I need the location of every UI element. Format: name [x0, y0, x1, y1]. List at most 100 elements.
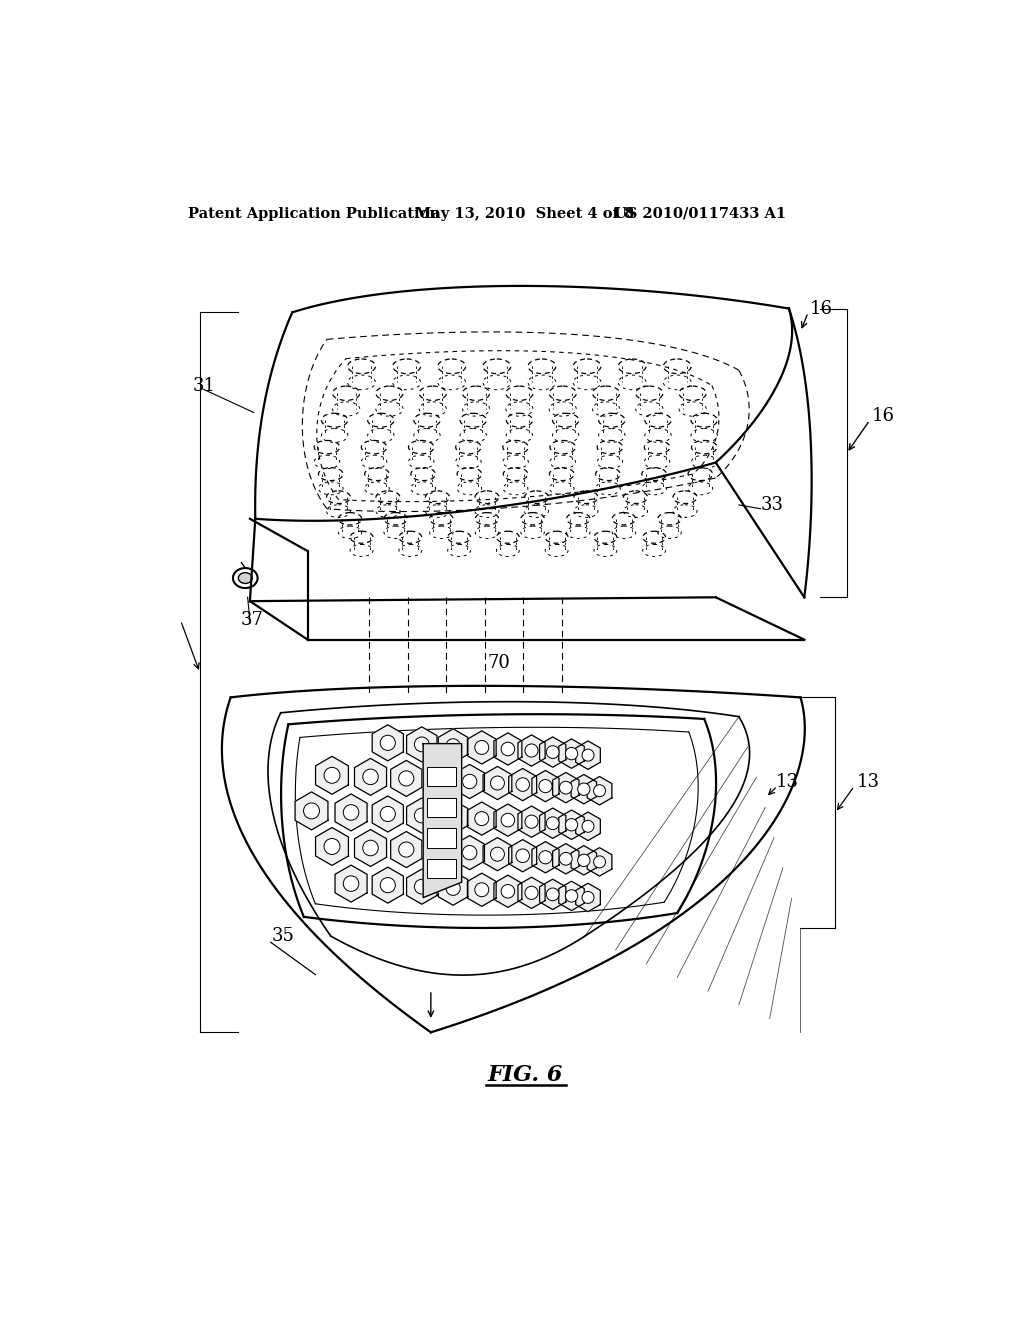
Polygon shape — [509, 840, 537, 871]
Circle shape — [324, 838, 340, 854]
Circle shape — [565, 747, 578, 760]
Text: 37: 37 — [241, 611, 263, 630]
Polygon shape — [467, 873, 497, 907]
Text: 13: 13 — [776, 774, 799, 791]
Circle shape — [578, 854, 590, 866]
Polygon shape — [531, 771, 559, 801]
Polygon shape — [483, 767, 512, 800]
Polygon shape — [531, 842, 559, 873]
Polygon shape — [335, 865, 367, 902]
Circle shape — [398, 842, 414, 857]
Polygon shape — [455, 764, 484, 799]
Circle shape — [362, 841, 378, 855]
Polygon shape — [424, 833, 455, 869]
Polygon shape — [483, 838, 512, 871]
Text: Patent Application Publication: Patent Application Publication — [188, 207, 440, 220]
Polygon shape — [571, 775, 597, 804]
Polygon shape — [372, 796, 403, 832]
Circle shape — [547, 746, 559, 759]
Polygon shape — [295, 792, 328, 830]
Circle shape — [559, 853, 572, 865]
Text: 33: 33 — [761, 496, 783, 513]
Bar — [427, 797, 457, 817]
Circle shape — [525, 816, 538, 828]
Circle shape — [380, 735, 395, 750]
Circle shape — [582, 750, 594, 762]
Polygon shape — [391, 832, 422, 867]
Circle shape — [578, 783, 590, 796]
Circle shape — [501, 742, 515, 756]
Polygon shape — [575, 883, 600, 912]
Circle shape — [475, 812, 488, 825]
Bar — [427, 859, 457, 878]
Text: FIG. 6: FIG. 6 — [487, 1064, 562, 1085]
Circle shape — [525, 744, 538, 758]
Circle shape — [594, 785, 605, 797]
Polygon shape — [553, 772, 579, 803]
Polygon shape — [455, 836, 484, 870]
Polygon shape — [587, 847, 612, 876]
Bar — [427, 767, 457, 785]
Bar — [427, 829, 457, 847]
Circle shape — [594, 855, 605, 867]
Circle shape — [565, 818, 578, 830]
Polygon shape — [587, 776, 612, 805]
Circle shape — [432, 772, 446, 787]
Circle shape — [463, 775, 477, 788]
Polygon shape — [372, 867, 403, 903]
Circle shape — [362, 770, 378, 784]
Circle shape — [547, 817, 559, 829]
Circle shape — [525, 886, 538, 899]
Polygon shape — [354, 759, 386, 796]
Circle shape — [490, 847, 505, 861]
Circle shape — [582, 891, 594, 903]
Circle shape — [415, 737, 429, 752]
Circle shape — [324, 767, 340, 783]
Text: 70: 70 — [487, 653, 510, 672]
Circle shape — [559, 781, 572, 795]
Circle shape — [303, 803, 319, 818]
Polygon shape — [335, 793, 367, 830]
Polygon shape — [575, 741, 600, 770]
Polygon shape — [315, 828, 348, 866]
Text: 13: 13 — [857, 774, 880, 791]
Polygon shape — [315, 756, 348, 795]
Circle shape — [501, 813, 515, 826]
Polygon shape — [407, 727, 437, 762]
Circle shape — [415, 879, 429, 894]
Circle shape — [475, 741, 488, 755]
Polygon shape — [494, 875, 522, 907]
Circle shape — [547, 888, 559, 900]
Polygon shape — [424, 763, 455, 797]
Text: 31: 31 — [193, 376, 215, 395]
Polygon shape — [391, 760, 422, 796]
Polygon shape — [518, 878, 545, 908]
Circle shape — [398, 771, 414, 785]
Text: 16: 16 — [872, 408, 895, 425]
Circle shape — [582, 820, 594, 833]
Polygon shape — [540, 879, 566, 909]
Polygon shape — [467, 731, 497, 764]
Circle shape — [463, 846, 477, 859]
Polygon shape — [559, 739, 585, 768]
Polygon shape — [438, 871, 468, 906]
Polygon shape — [518, 735, 545, 766]
Polygon shape — [467, 803, 497, 836]
Polygon shape — [494, 804, 522, 837]
Circle shape — [380, 807, 395, 821]
Text: 35: 35 — [271, 927, 294, 945]
Polygon shape — [494, 733, 522, 766]
Circle shape — [343, 805, 358, 820]
Polygon shape — [559, 810, 585, 840]
Text: 16: 16 — [810, 300, 833, 318]
Polygon shape — [438, 729, 468, 763]
Ellipse shape — [233, 568, 258, 589]
Circle shape — [415, 808, 429, 822]
Circle shape — [445, 810, 460, 824]
Polygon shape — [354, 829, 386, 866]
Polygon shape — [407, 799, 437, 833]
Circle shape — [445, 739, 460, 754]
Polygon shape — [575, 812, 600, 841]
Circle shape — [380, 878, 395, 892]
Circle shape — [445, 880, 460, 895]
